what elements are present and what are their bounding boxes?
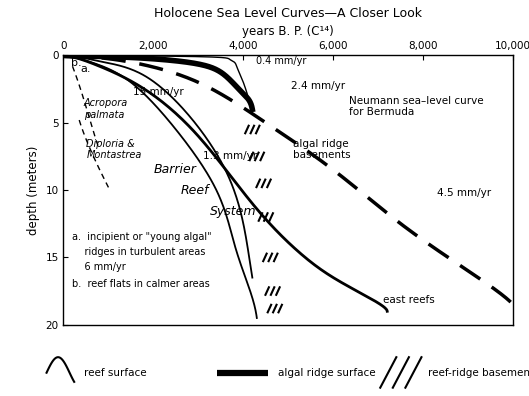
Text: algal ridge surface: algal ridge surface	[278, 368, 376, 378]
Text: ridges in turbulent areas: ridges in turbulent areas	[72, 247, 206, 257]
Text: Barrier: Barrier	[153, 164, 196, 176]
Text: Reef: Reef	[180, 184, 209, 196]
Text: 15 mm/yr: 15 mm/yr	[133, 87, 184, 97]
X-axis label: years B. P. (C¹⁴): years B. P. (C¹⁴)	[242, 25, 334, 38]
Text: east reefs: east reefs	[383, 295, 434, 305]
Text: System: System	[209, 205, 256, 218]
Text: b.  reef flats in calmer areas: b. reef flats in calmer areas	[72, 279, 210, 289]
Text: 0.4 mm/yr: 0.4 mm/yr	[256, 57, 306, 67]
Text: a.: a.	[80, 64, 91, 74]
Y-axis label: depth (meters): depth (meters)	[27, 145, 40, 235]
Text: 6 mm/yr: 6 mm/yr	[72, 262, 126, 272]
Text: reef surface: reef surface	[84, 368, 147, 378]
Text: a.  incipient or "young algal": a. incipient or "young algal"	[72, 232, 212, 242]
Text: 1.3 mm/yr: 1.3 mm/yr	[203, 151, 257, 162]
Text: b.: b.	[71, 58, 81, 68]
Text: algal ridge
basements: algal ridge basements	[293, 139, 350, 160]
Title: Holocene Sea Level Curves—A Closer Look: Holocene Sea Level Curves—A Closer Look	[154, 7, 422, 19]
Text: 2.4 mm/yr: 2.4 mm/yr	[290, 82, 345, 91]
Text: Diploria &
Montastrea: Diploria & Montastrea	[86, 139, 142, 160]
Text: Neumann sea–level curve
for Bermuda: Neumann sea–level curve for Bermuda	[349, 96, 484, 117]
Text: reef-ridge basement: reef-ridge basement	[428, 368, 529, 378]
Text: Acropora
palmata: Acropora palmata	[84, 99, 128, 120]
Text: 4.5 mm/yr: 4.5 mm/yr	[437, 188, 491, 198]
